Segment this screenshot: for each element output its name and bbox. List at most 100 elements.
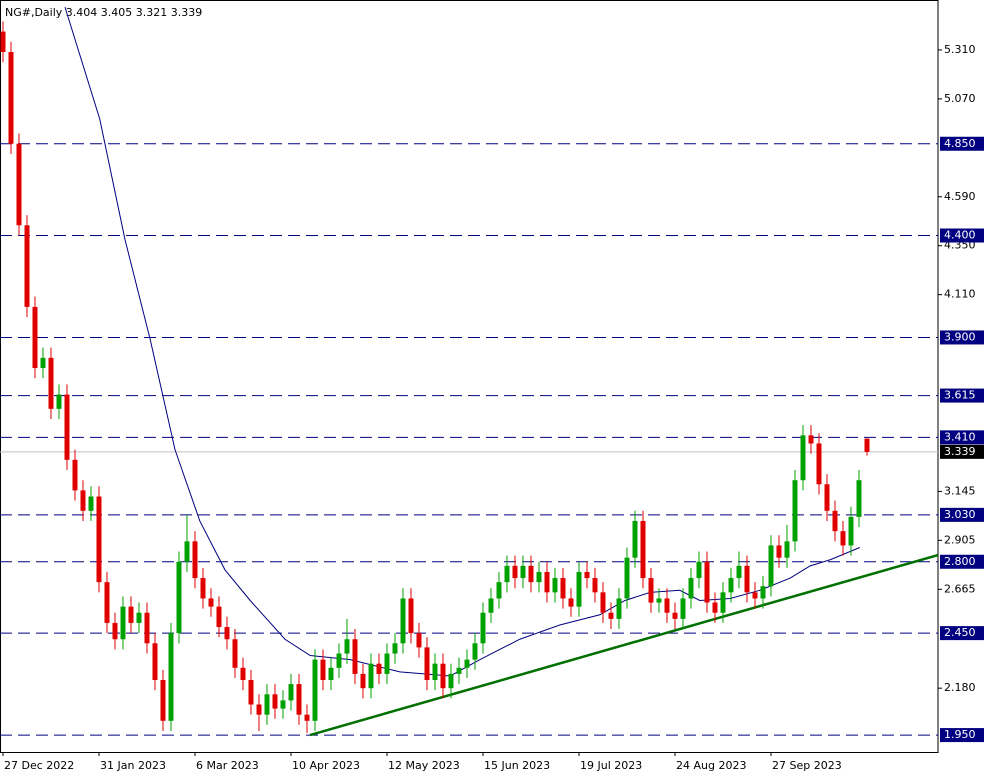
candle-body	[240, 667, 246, 681]
candle-body	[448, 673, 454, 689]
candle-body	[336, 653, 342, 668]
level-label-bg	[940, 136, 984, 151]
candle-body	[360, 673, 366, 689]
level-label-bg	[940, 388, 984, 403]
candle-body	[280, 700, 286, 709]
candle-body	[568, 598, 574, 607]
level-label-bg	[940, 430, 984, 445]
y-tick-label: 3.145	[944, 484, 976, 497]
candle-body	[80, 490, 86, 511]
candle-body	[688, 578, 694, 599]
candle-body	[496, 582, 502, 599]
candle-body	[8, 51, 14, 144]
candle-body	[184, 541, 190, 562]
candle-body	[472, 643, 478, 660]
x-tick-label: 31 Jan 2023	[100, 759, 166, 772]
candle-body	[208, 598, 214, 607]
candle-body	[712, 602, 718, 613]
candle-body	[400, 598, 406, 644]
candle-body	[784, 541, 790, 558]
candle-body	[24, 225, 30, 307]
candle-body	[200, 578, 206, 599]
candle-body	[16, 143, 22, 226]
candle-body	[232, 639, 238, 668]
candle-body	[264, 694, 270, 715]
level-label: 2.450	[944, 626, 976, 639]
candle-body	[536, 571, 542, 583]
candle-body	[128, 606, 134, 623]
candle-body	[624, 557, 630, 599]
candle-body	[96, 496, 102, 583]
y-tick-label: 2.665	[944, 582, 976, 595]
candle-body	[520, 565, 526, 579]
level-label-bg	[940, 330, 984, 345]
candle-body	[848, 516, 854, 546]
y-tick-label: 4.110	[944, 288, 976, 301]
y-tick-label: 4.590	[944, 190, 976, 203]
candle-body	[160, 680, 166, 721]
candle-body	[216, 606, 222, 628]
x-tick-label: 12 May 2023	[388, 759, 460, 772]
level-label-bg	[940, 507, 984, 522]
candle-body	[248, 680, 254, 705]
candle-body	[528, 565, 534, 583]
candle-body	[224, 627, 230, 640]
candle-body	[136, 612, 142, 623]
candle-body	[760, 586, 766, 599]
level-label: 4.400	[944, 229, 976, 242]
candle-body	[344, 639, 350, 654]
candle-body	[824, 484, 830, 511]
candle-body	[792, 480, 798, 542]
level-label: 2.800	[944, 555, 976, 568]
x-tick-label: 24 Aug 2023	[676, 759, 746, 772]
candle-body	[416, 633, 422, 648]
candle-body	[440, 663, 446, 689]
x-tick-label: 10 Apr 2023	[292, 759, 360, 772]
candle-body	[864, 438, 870, 452]
candle-body	[560, 578, 566, 599]
candle-body	[104, 582, 110, 623]
y-tick-label: 2.180	[944, 681, 976, 694]
y-tick-label: 2.905	[944, 533, 976, 546]
candle-body	[808, 435, 814, 444]
candle-body	[640, 520, 646, 579]
candle-body	[304, 714, 310, 721]
candle-body	[312, 659, 318, 721]
chart-title: NG#,Daily 3.404 3.405 3.321 3.339	[5, 6, 202, 19]
candle-body	[648, 578, 654, 603]
candle-body	[112, 622, 118, 640]
candle-body	[72, 459, 78, 491]
level-label-bg	[940, 626, 984, 641]
candle-body	[480, 612, 486, 644]
candle-body	[504, 565, 510, 583]
candle-body	[144, 612, 150, 644]
level-label: 1.950	[944, 728, 976, 741]
trendline	[309, 553, 938, 737]
candle-body	[768, 545, 774, 587]
candle-body	[432, 663, 438, 681]
candle-body	[744, 565, 750, 593]
candle-body	[88, 496, 94, 511]
candle-body	[776, 545, 782, 558]
candle-body	[392, 643, 398, 654]
candle-body	[464, 659, 470, 668]
candle-body	[408, 598, 414, 634]
candle-body	[704, 561, 710, 603]
moving-average	[64, 6, 860, 677]
level-label-bg	[940, 728, 984, 743]
candle-body	[384, 653, 390, 674]
candle-body	[0, 31, 6, 52]
candle-body	[800, 435, 806, 481]
level-label-bg	[940, 228, 984, 243]
level-label-bg	[940, 554, 984, 569]
candle-body	[376, 663, 382, 674]
candle-body	[856, 480, 862, 517]
candle-body	[664, 598, 670, 613]
current-price-label-bg	[940, 444, 984, 459]
candle-body	[728, 578, 734, 593]
candle-body	[56, 394, 62, 409]
candle-body	[256, 704, 262, 715]
x-tick-label: 27 Dec 2022	[4, 759, 74, 772]
level-label: 3.410	[944, 430, 976, 443]
